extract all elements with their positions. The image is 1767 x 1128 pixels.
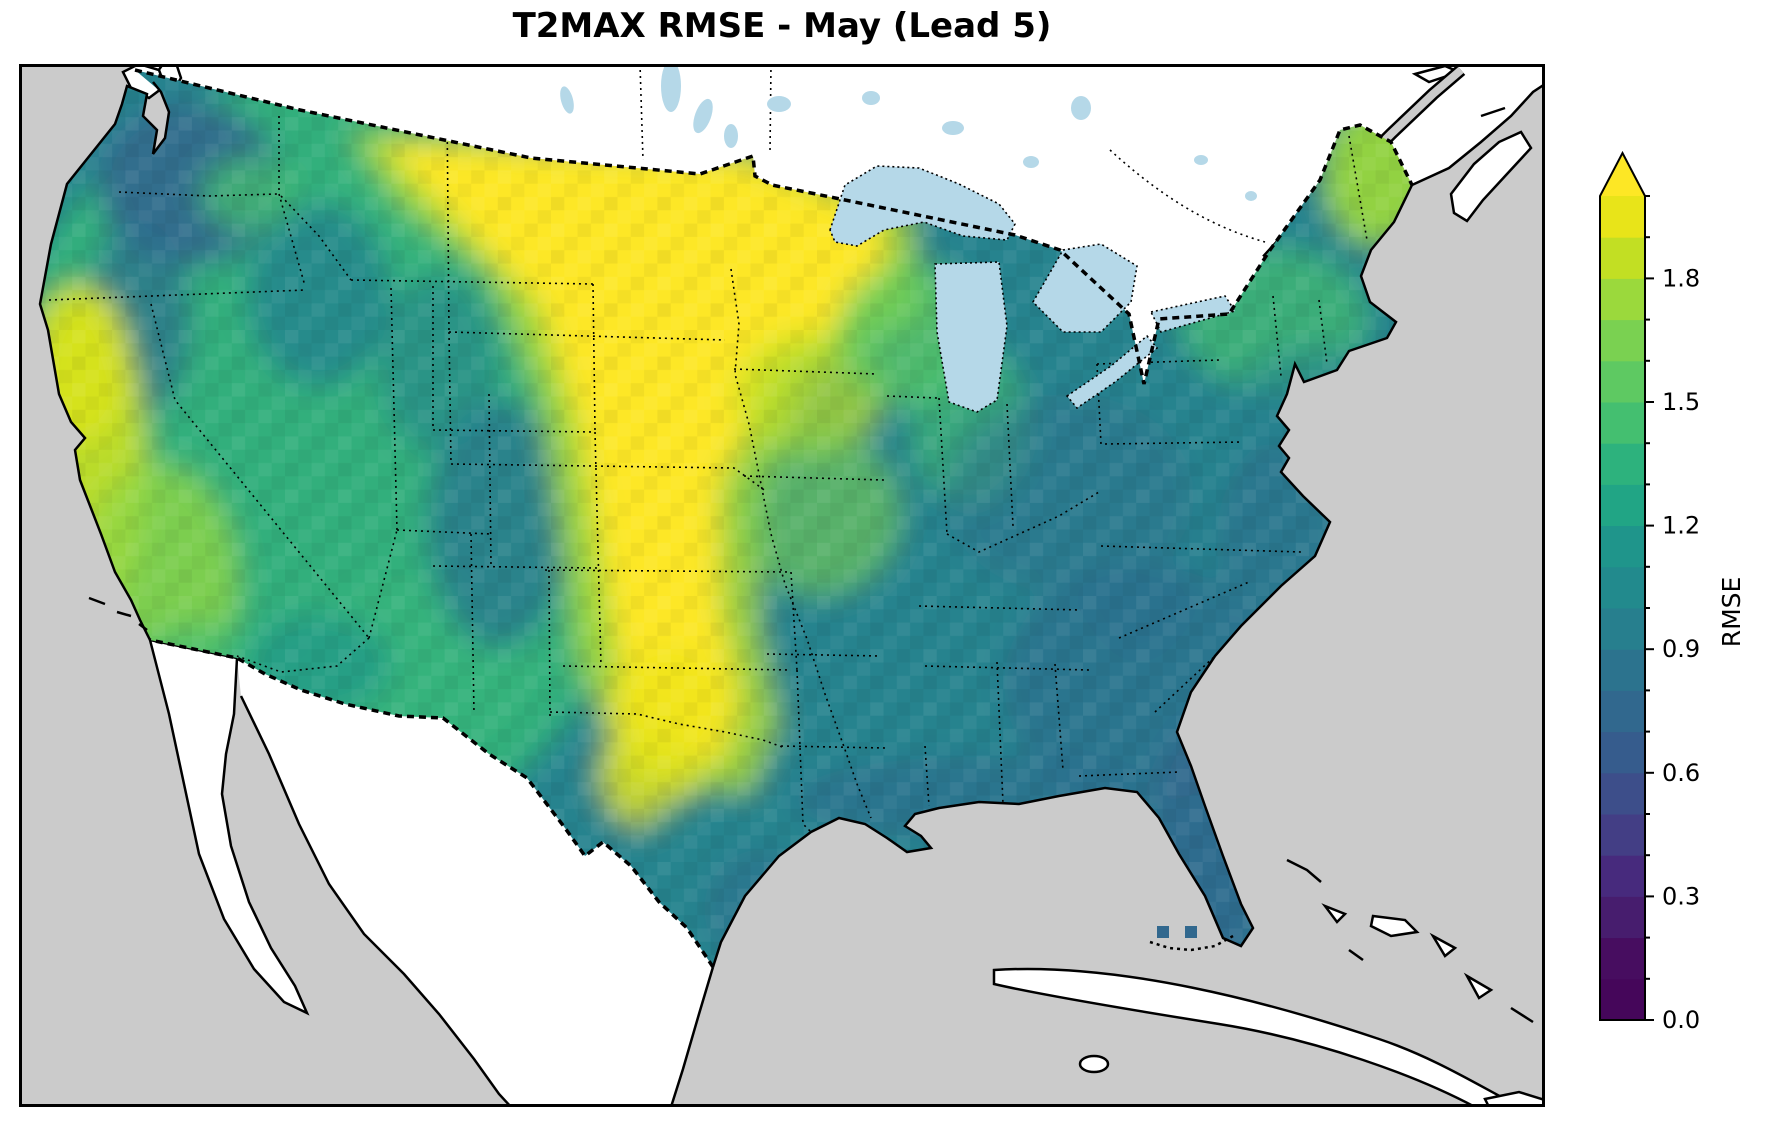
new-brunswick-coastline (1411, 82, 1545, 187)
plot-title: T2MAX RMSE - May (Lead 5) (512, 6, 1052, 46)
colorbar-segment (1600, 237, 1645, 279)
us-pacific-coastline (38, 81, 171, 641)
colorbar-tick-label: 0.3 (1662, 882, 1700, 910)
cuba (992, 967, 1522, 1107)
colorbar-segment (1600, 484, 1645, 527)
us-mexico-border (149, 638, 715, 968)
lake-michigan (934, 261, 1008, 413)
colorbar: 0.0 0.3 0.6 0.9 1.2 1.5 1.8 RMSE (1599, 150, 1746, 1034)
colorbar-axis-label: RMSE (1717, 577, 1746, 648)
bahamas-islands (1286, 858, 1534, 1024)
colorbar-segment (1600, 690, 1645, 733)
lake-erie (1065, 334, 1159, 410)
lake-huron (1032, 243, 1138, 333)
lake-superior (829, 165, 1016, 247)
colorbar-segment (1600, 196, 1645, 238)
colorbar-tick-label: 1.5 (1662, 388, 1700, 416)
colorbar-segment (1600, 978, 1645, 1021)
us-atlantic-gulf-coastline (711, 184, 1414, 968)
colorbar-segment (1600, 649, 1645, 691)
isla-de-la-juventud (1078, 1054, 1110, 1074)
colorbar-segment (1600, 278, 1645, 321)
baja-california (148, 638, 310, 1016)
colorbar-segment (1600, 896, 1645, 939)
canada-province-borders (639, 64, 1266, 243)
colorbar-segment (1600, 772, 1645, 815)
colorbar-tick-labels: 0.0 0.3 0.6 0.9 1.2 1.5 1.8 (1662, 264, 1700, 1034)
colorbar-segment (1600, 814, 1645, 856)
coastal-data-cell (1157, 926, 1169, 938)
colorbar-segment (1600, 855, 1645, 897)
colorbar-tick-label: 0.9 (1662, 635, 1700, 663)
colorbar-segment (1600, 731, 1645, 774)
colorbar-segment (1600, 608, 1645, 650)
colorbar-tick-label: 1.2 (1662, 512, 1700, 540)
colorbar-tick-label: 0.6 (1662, 759, 1700, 787)
great-lakes (829, 165, 1237, 413)
vancouver-island (121, 64, 167, 100)
us-rmse-heatmap-map (19, 64, 1545, 1107)
lake-ontario (1149, 295, 1237, 333)
colorbar-extend-arrow (1600, 153, 1645, 196)
colorbar-segment (1600, 319, 1645, 362)
colorbar-segment (1600, 566, 1645, 609)
colorbar-segments (1600, 196, 1645, 1021)
state-borders (48, 105, 1368, 833)
colorbar-segment (1600, 402, 1645, 444)
prince-edward-island (1480, 106, 1506, 118)
mexico-land (237, 658, 713, 1107)
map-frame (19, 64, 1545, 1107)
colorbar-segment (1600, 525, 1645, 568)
us-canada-border (134, 68, 1414, 385)
colorbar-segment (1600, 360, 1645, 403)
mexico-pacific-coastline (239, 695, 512, 1107)
colorbar-segment (1600, 937, 1645, 980)
channel-islands (88, 596, 148, 631)
colorbar-outline (1599, 150, 1646, 1021)
canada-lakes (560, 64, 1257, 201)
colorbar-ticks (1645, 195, 1654, 1021)
florida-keys (1149, 934, 1234, 952)
colorbar-tick-label: 0.0 (1662, 1006, 1700, 1034)
colorbar-segment (1600, 443, 1645, 485)
nova-scotia (1449, 130, 1533, 223)
colorbar-tick-label: 1.8 (1662, 264, 1700, 292)
mexico-gulf-coastline (669, 966, 715, 1107)
coastal-data-cell (1185, 926, 1197, 938)
